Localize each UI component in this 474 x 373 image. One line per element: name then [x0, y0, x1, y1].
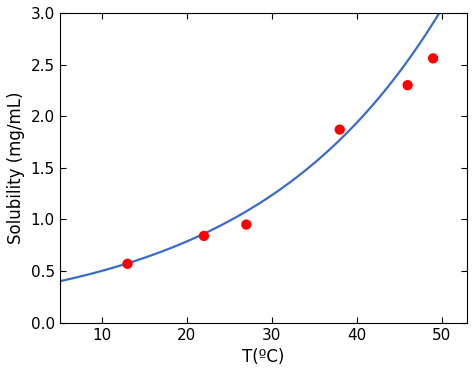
Point [336, 126, 344, 132]
X-axis label: T(ºC): T(ºC) [242, 348, 284, 366]
Point [243, 222, 250, 228]
Y-axis label: Solubility (mg/mL): Solubility (mg/mL) [7, 91, 25, 244]
Point [200, 233, 208, 239]
Point [404, 82, 411, 88]
Point [124, 261, 131, 267]
Point [429, 55, 437, 61]
